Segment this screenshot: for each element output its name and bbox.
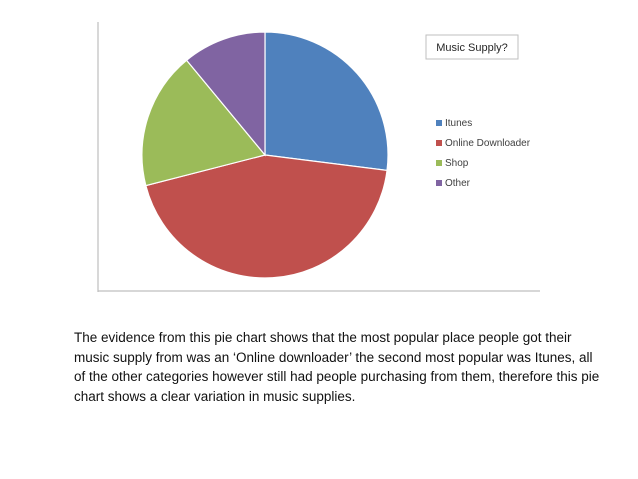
legend-swatch-itunes [436, 120, 442, 126]
legend-swatch-other [436, 180, 442, 186]
chart-title: Music Supply? [436, 42, 508, 54]
legend-swatch-shop [436, 160, 442, 166]
legend: Itunes Online Downloader Shop Other [436, 118, 531, 189]
pie-chart-svg: Music Supply? Itunes Online Downloader Sho… [97, 22, 540, 292]
legend-label-online-downloader: Online Downloader [445, 138, 531, 149]
legend-label-other: Other [445, 178, 471, 189]
chart-title-box: Music Supply? [425, 34, 519, 60]
pie-slice-online-downloader [145, 154, 388, 279]
chart-title-frame [425, 34, 519, 60]
legend-label-itunes: Itunes [445, 118, 472, 129]
legend-label-shop: Shop [445, 158, 469, 169]
legend-swatch-online-downloader [436, 140, 442, 146]
caption-text: The evidence from this pie chart shows t… [74, 330, 600, 404]
pie-slice-itunes [264, 31, 389, 172]
pie-slices [141, 31, 389, 279]
pie-slice-shop [141, 59, 267, 187]
pie-chart: Music Supply? Itunes Online Downloader Sho… [97, 22, 540, 292]
pie-slice-other [185, 31, 266, 157]
